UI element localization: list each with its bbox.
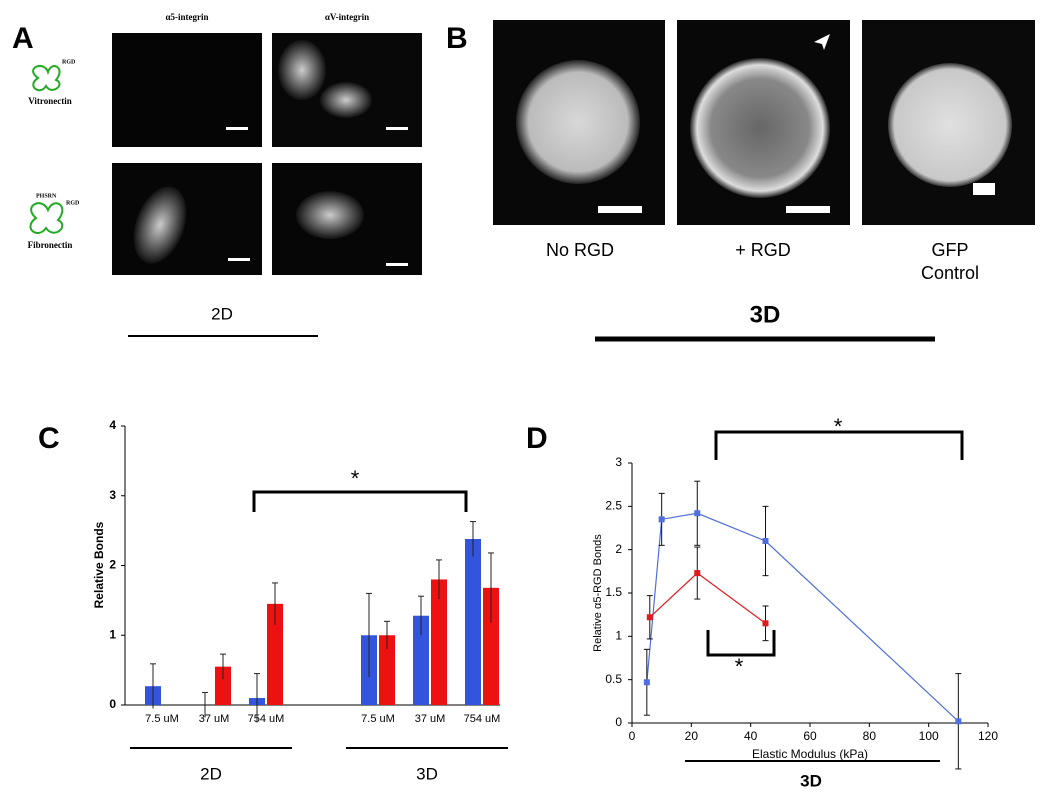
bar bbox=[465, 538, 481, 705]
x-tick-label: 37 uM bbox=[199, 713, 230, 725]
significance-bracket bbox=[714, 430, 964, 460]
y-tick-label: 1.5 bbox=[605, 585, 622, 599]
point bbox=[643, 679, 650, 686]
x-tick-label: 60 bbox=[803, 729, 817, 743]
group-label: 2D bbox=[211, 304, 233, 323]
y-tick-label: 1 bbox=[615, 629, 622, 643]
bar bbox=[483, 587, 499, 705]
point bbox=[694, 570, 701, 577]
cell bbox=[516, 60, 640, 184]
y-tick-label: 4 bbox=[109, 418, 116, 432]
x-tick-label: 0 bbox=[629, 729, 636, 743]
panel-letter: B bbox=[446, 22, 468, 55]
cell bbox=[278, 40, 326, 100]
y-tick-label: 1 bbox=[109, 627, 116, 641]
group-label: 2D bbox=[200, 764, 222, 783]
y-tick-label: 2 bbox=[615, 542, 622, 556]
bar bbox=[379, 635, 395, 705]
x-tick-label: 120 bbox=[978, 729, 998, 743]
image-caption: GFP bbox=[931, 240, 968, 260]
row-label: Fibronectin bbox=[28, 240, 73, 250]
series-line bbox=[649, 572, 766, 624]
y-tick-label: 0 bbox=[615, 715, 622, 729]
y-axis-label: Relative Bonds bbox=[92, 521, 106, 608]
x-tick-label: 7.5 uM bbox=[361, 713, 395, 725]
cell bbox=[690, 58, 830, 198]
column-header: αV-integrin bbox=[325, 12, 369, 22]
x-axis-label: Elastic Modulus (kPa) bbox=[752, 747, 868, 761]
image-caption: + RGD bbox=[735, 240, 791, 260]
bar bbox=[431, 579, 447, 705]
motif-label: RGD bbox=[66, 200, 80, 206]
x-tick-label: 754 uM bbox=[248, 713, 285, 725]
protein-icon bbox=[29, 202, 64, 234]
scale-bar bbox=[598, 206, 642, 213]
y-tick-label: 2 bbox=[109, 558, 116, 572]
scale-bar bbox=[386, 263, 408, 266]
panel-letter: C bbox=[38, 422, 60, 455]
point bbox=[658, 516, 665, 523]
image-caption: No RGD bbox=[546, 240, 614, 260]
row-label: Vitronectin bbox=[28, 96, 72, 106]
cell bbox=[320, 82, 372, 118]
significance-bracket bbox=[706, 630, 776, 657]
arrowhead bbox=[814, 34, 830, 50]
cell bbox=[133, 186, 187, 264]
y-tick-label: 2.5 bbox=[605, 499, 622, 513]
group-label: 3D bbox=[800, 771, 822, 790]
point bbox=[762, 620, 769, 627]
point bbox=[955, 718, 962, 725]
bar bbox=[267, 603, 283, 705]
series-line bbox=[646, 512, 959, 722]
significance-mark: * bbox=[735, 654, 744, 679]
image-caption: Control bbox=[921, 263, 979, 283]
protein-icon bbox=[32, 64, 61, 92]
x-tick-label: 7.5 uM bbox=[145, 713, 179, 725]
cell bbox=[296, 191, 364, 239]
significance-bracket bbox=[252, 490, 468, 512]
point bbox=[694, 510, 701, 517]
y-tick-label: 0.5 bbox=[605, 672, 622, 686]
panel-letter: D bbox=[526, 422, 548, 455]
group-label: 3D bbox=[750, 301, 781, 328]
x-tick-label: 80 bbox=[863, 729, 877, 743]
y-tick-label: 3 bbox=[109, 488, 116, 502]
y-tick-label: 3 bbox=[615, 455, 622, 469]
panel-letter: A bbox=[12, 22, 34, 55]
x-tick-label: 37 uM bbox=[415, 713, 446, 725]
motif-label: PHSRN bbox=[36, 193, 57, 199]
cell bbox=[888, 63, 1012, 187]
bar bbox=[215, 666, 231, 705]
x-tick-label: 100 bbox=[919, 729, 939, 743]
significance-mark: * bbox=[351, 466, 360, 491]
point bbox=[762, 538, 769, 544]
scale-bar bbox=[228, 258, 250, 261]
x-tick-label: 754 uM bbox=[464, 713, 501, 725]
scale-bar bbox=[226, 127, 248, 130]
y-tick-label: 0 bbox=[109, 697, 116, 711]
motif-label: RGD bbox=[62, 59, 76, 65]
column-header: α5-integrin bbox=[165, 12, 208, 22]
bar bbox=[413, 615, 429, 705]
x-tick-label: 40 bbox=[744, 729, 758, 743]
significance-mark: * bbox=[834, 414, 843, 439]
scale-bar bbox=[386, 127, 408, 130]
x-tick-label: 20 bbox=[685, 729, 699, 743]
y-axis-label: Relative α5-RGD Bonds bbox=[592, 534, 604, 652]
scale-bar bbox=[786, 206, 830, 213]
group-label: 3D bbox=[416, 764, 438, 783]
point bbox=[646, 614, 653, 621]
scale-bar bbox=[973, 183, 995, 195]
